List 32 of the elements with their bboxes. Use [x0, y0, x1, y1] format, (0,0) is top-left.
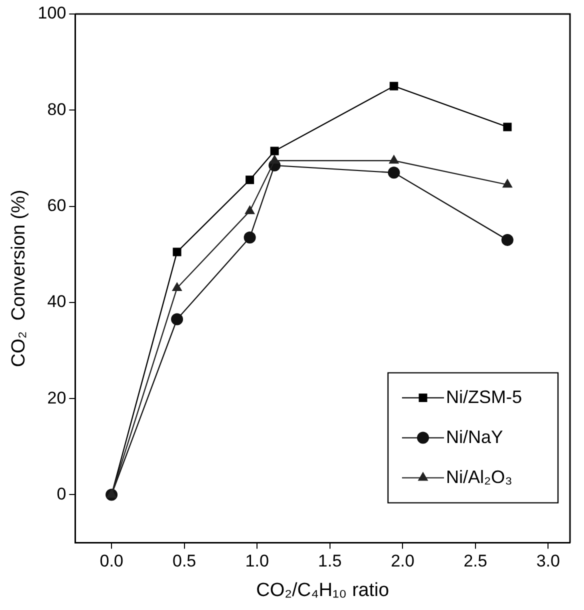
- x-axis-title: CO₂/C₄H₁₀ ratio: [256, 580, 390, 601]
- legend-label: Ni/ZSM-5: [446, 386, 522, 407]
- point: [172, 282, 182, 292]
- x-tick-label: 1.0: [245, 552, 269, 571]
- point: [244, 205, 256, 214]
- point: [244, 232, 256, 244]
- x-tick-label: 0.5: [172, 552, 196, 571]
- point: [388, 154, 400, 164]
- point: [502, 178, 513, 188]
- x-tick-label: 3.0: [536, 552, 560, 571]
- point: [246, 176, 254, 184]
- y-tick-label: 80: [47, 100, 66, 119]
- legend-label: Ni/NaY: [446, 426, 504, 447]
- x-tick-label: 2.5: [464, 552, 488, 571]
- point: [390, 82, 398, 90]
- y-tick-label: 40: [47, 292, 66, 312]
- legend-label: Ni/Al₂O₃: [446, 466, 512, 487]
- y-tick-label: 20: [47, 388, 66, 408]
- point: [501, 234, 514, 246]
- point: [503, 122, 512, 132]
- y-tick-label: 0: [56, 484, 66, 504]
- point: [171, 313, 184, 326]
- x-tick-label: 0.0: [100, 552, 124, 571]
- y-axis-title: CO₂ Conversion (%): [8, 190, 30, 368]
- x-tick-label: 1.5: [318, 552, 342, 571]
- x-tick-label: 2.0: [390, 552, 414, 571]
- y-tick-label: 60: [47, 196, 66, 215]
- point: [269, 154, 280, 164]
- y-tick-label: 100: [38, 4, 66, 23]
- point: [388, 166, 400, 179]
- point: [270, 146, 279, 156]
- point: [172, 248, 182, 256]
